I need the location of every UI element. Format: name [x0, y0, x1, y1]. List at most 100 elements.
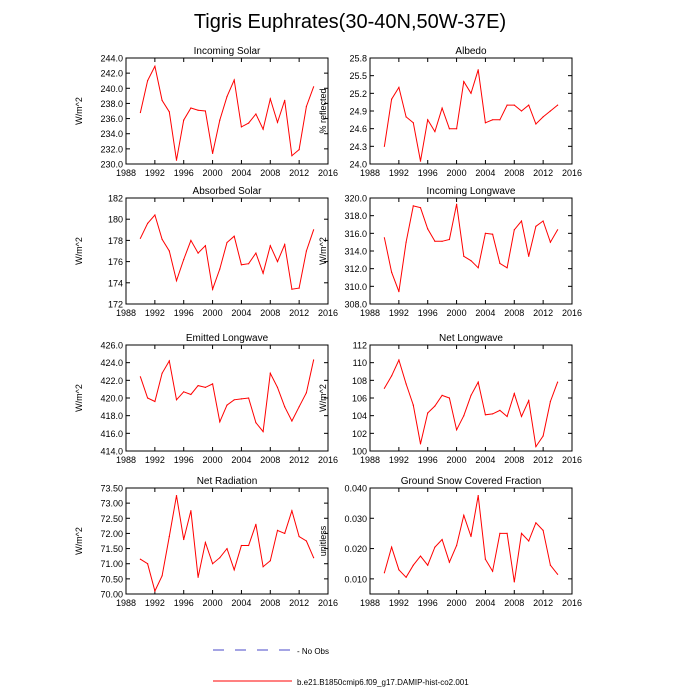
- data-point: [542, 116, 544, 118]
- data-point: [419, 160, 422, 162]
- data-point: [212, 383, 214, 385]
- x-tick-label: 2004: [475, 598, 495, 608]
- x-tick-label: 2000: [203, 598, 223, 608]
- y-tick-label: 73.00: [100, 499, 123, 509]
- y-tick-label: 182: [108, 194, 123, 204]
- y-tick-label: 424.0: [100, 358, 123, 368]
- y-tick-label: 70.00: [100, 590, 123, 600]
- y-tick-label: 102: [352, 429, 367, 439]
- y-tick-label: 230.0: [100, 160, 123, 170]
- x-tick-label: 1992: [389, 455, 409, 465]
- x-tick-label: 2004: [475, 168, 495, 178]
- x-tick-label: 2008: [260, 308, 280, 318]
- data-point: [233, 79, 235, 81]
- data-point: [549, 564, 552, 566]
- y-tick-label: 414.0: [100, 447, 123, 457]
- data-point: [441, 107, 443, 109]
- data-point: [398, 359, 400, 361]
- data-point: [248, 122, 250, 124]
- y-tick-label: 0.020: [344, 544, 367, 554]
- x-tick-label: 2000: [447, 168, 467, 178]
- data-point: [391, 375, 393, 377]
- panels-group: Incoming Solar 1988 1992 1996 2000 2004 2008 20…: [74, 46, 582, 608]
- x-tick-label: 1996: [418, 598, 438, 608]
- data-point: [226, 96, 228, 98]
- data-point: [398, 291, 400, 293]
- y-tick-label: 320.0: [344, 194, 367, 204]
- data-point: [291, 155, 293, 157]
- data-point: [147, 563, 149, 565]
- data-point: [291, 510, 293, 512]
- data-point: [183, 258, 185, 261]
- panel-title: Absorbed Solar: [193, 186, 263, 197]
- data-point: [463, 514, 465, 516]
- data-point: [448, 397, 450, 399]
- data-point: [427, 412, 429, 414]
- plot-frame: [125, 197, 329, 305]
- x-tick-label: 1988: [360, 455, 380, 465]
- series-line: [139, 359, 315, 433]
- x-tick-label: 1996: [418, 168, 438, 178]
- y-tick-label: 244.0: [100, 54, 123, 64]
- series-line: [383, 495, 558, 582]
- data-point: [284, 244, 286, 246]
- x-tick-label: 1992: [389, 168, 409, 178]
- x-tick-label: 2012: [289, 455, 309, 465]
- x-tick-label: 1992: [145, 455, 165, 465]
- y-tick-label: 73.50: [100, 484, 123, 494]
- y-axis-label: W/m^2: [318, 237, 328, 265]
- data-point: [305, 250, 307, 252]
- data-point: [212, 152, 214, 154]
- series-line: [139, 213, 315, 292]
- data-point: [269, 560, 271, 562]
- data-point: [269, 245, 271, 247]
- data-point: [405, 241, 407, 243]
- plot-frame: [369, 197, 573, 305]
- data-point: [161, 238, 163, 240]
- data-point: [298, 149, 300, 151]
- data-point: [427, 228, 429, 230]
- data-point: [448, 128, 450, 130]
- data-point: [147, 397, 149, 399]
- panel-title: Incoming Solar: [194, 46, 261, 57]
- data-point: [139, 111, 141, 114]
- data-point: [456, 128, 458, 130]
- y-tick-label: 24.9: [349, 107, 367, 117]
- data-point: [197, 385, 199, 387]
- data-point: [291, 420, 293, 422]
- data-point: [204, 110, 206, 112]
- data-point: [513, 104, 515, 106]
- data-point: [528, 255, 530, 257]
- y-tick-label: 426.0: [100, 341, 123, 351]
- data-point: [542, 435, 544, 437]
- x-tick-label: 2012: [533, 168, 553, 178]
- data-point: [434, 405, 436, 407]
- data-point: [441, 538, 443, 541]
- x-tick-label: 1992: [145, 308, 165, 318]
- data-point: [484, 122, 486, 124]
- data-point: [520, 532, 523, 535]
- data-point: [240, 126, 242, 128]
- data-point: [204, 541, 206, 544]
- data-point: [276, 261, 279, 263]
- x-tick-label: 1988: [116, 455, 136, 465]
- figure-title: Tigris Euphrates(30-40N,50W-37E): [194, 11, 506, 33]
- x-tick-label: 2008: [260, 455, 280, 465]
- data-point: [313, 86, 315, 88]
- data-point: [419, 555, 422, 557]
- y-tick-label: 72.50: [100, 514, 123, 524]
- data-point: [448, 238, 450, 241]
- y-axis-label: W/m^2: [74, 97, 84, 125]
- data-point: [398, 569, 400, 571]
- y-axis-label: W/m^2: [318, 384, 328, 412]
- y-tick-label: 100: [352, 447, 367, 457]
- data-point: [477, 267, 479, 269]
- data-point: [492, 233, 494, 235]
- data-point: [528, 400, 530, 402]
- x-tick-label: 2012: [289, 598, 309, 608]
- data-point: [276, 529, 279, 532]
- x-tick-label: 2000: [447, 308, 467, 318]
- x-tick-label: 2012: [533, 308, 553, 318]
- y-tick-label: 318.0: [344, 211, 367, 221]
- data-point: [240, 264, 242, 266]
